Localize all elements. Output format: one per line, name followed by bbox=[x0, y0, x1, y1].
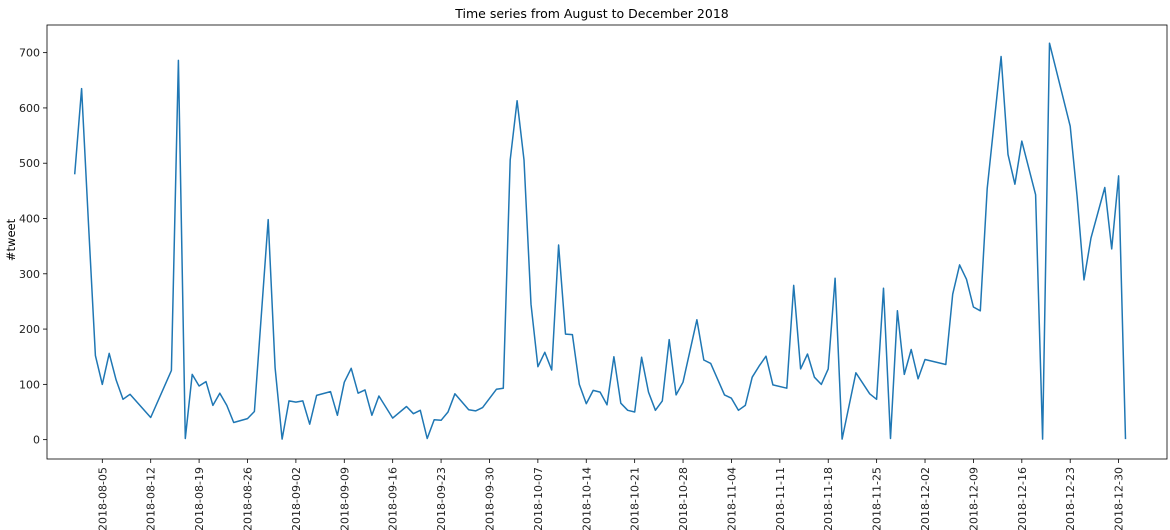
plot-frame bbox=[46, 24, 1168, 460]
x-tick-label: 2018-09-30 bbox=[483, 467, 496, 530]
y-tick-label: 400 bbox=[19, 213, 40, 226]
y-tick-label: 500 bbox=[19, 157, 40, 170]
x-tick-label: 2018-10-14 bbox=[580, 467, 593, 530]
x-tick-label: 2018-10-21 bbox=[629, 467, 642, 530]
x-tick-label: 2018-12-23 bbox=[1064, 467, 1077, 530]
y-tick-label: 600 bbox=[19, 102, 40, 115]
x-tick-label: 2018-08-19 bbox=[193, 467, 206, 530]
x-tick-label: 2018-12-16 bbox=[1016, 467, 1029, 530]
x-tick-label: 2018-12-09 bbox=[967, 467, 980, 530]
series-line bbox=[73, 42, 1127, 440]
x-tick-label: 2018-11-04 bbox=[725, 467, 738, 530]
x-tick-label: 2018-08-26 bbox=[241, 467, 254, 530]
x-tick-label: 2018-11-25 bbox=[871, 467, 884, 530]
x-tick-label: 2018-10-07 bbox=[532, 467, 545, 530]
y-axis: 0 100 200 300 400 500 600 700 bbox=[19, 47, 47, 447]
x-tick-label: 2018-10-28 bbox=[677, 467, 690, 530]
y-tick-label: 200 bbox=[19, 323, 40, 336]
y-tick-label: 300 bbox=[19, 268, 40, 281]
x-axis: 2018-08-05 2018-08-12 2018-08-19 2018-08-26… bbox=[96, 459, 1126, 530]
x-tick-label: 2018-12-30 bbox=[1113, 467, 1126, 530]
chart-title: Time series from August to December 2018 bbox=[454, 6, 729, 21]
x-tick-label: 2018-12-02 bbox=[919, 467, 932, 530]
y-axis-label: #tweet bbox=[4, 218, 18, 261]
x-tick-label: 2018-11-11 bbox=[774, 467, 787, 530]
x-tick-label: 2018-09-09 bbox=[338, 467, 351, 530]
x-tick-label: 2018-09-23 bbox=[435, 467, 448, 530]
y-tick-label: 700 bbox=[19, 47, 40, 60]
x-tick-label: 2018-11-18 bbox=[822, 467, 835, 530]
x-tick-label: 2018-08-12 bbox=[145, 467, 158, 530]
x-tick-label: 2018-09-02 bbox=[290, 467, 303, 530]
x-tick-label: 2018-08-05 bbox=[96, 467, 109, 530]
x-tick-label: 2018-09-16 bbox=[387, 467, 400, 530]
y-tick-label: 0 bbox=[33, 434, 40, 447]
y-tick-label: 100 bbox=[19, 378, 40, 391]
